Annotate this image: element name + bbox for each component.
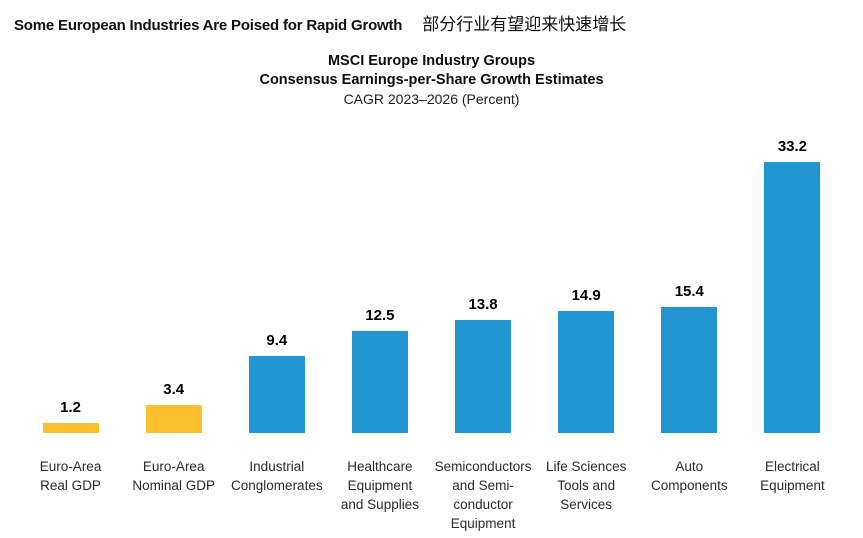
- bar: [351, 331, 408, 433]
- bar-value-label: 15.4: [674, 283, 704, 300]
- bar: [145, 405, 202, 433]
- category-label: Euro-Area Nominal GDP: [122, 457, 225, 533]
- category-label-line: Conglomerates: [231, 478, 323, 493]
- bar: [764, 162, 821, 433]
- category-label: Industrial Conglomerates: [225, 457, 328, 533]
- category-label-line: Nominal GDP: [132, 478, 215, 493]
- bar: [455, 320, 512, 433]
- bar-column: 13.8: [432, 297, 535, 433]
- bar-chart: MSCI Europe Industry Groups Consensus Ea…: [0, 52, 863, 533]
- bar-value-label: 14.9: [571, 287, 601, 304]
- bar-column: 3.4: [122, 382, 225, 433]
- category-label-line: and Supplies: [340, 497, 419, 512]
- category-label-line: Equipment: [760, 478, 825, 493]
- chart-title-line1: MSCI Europe Industry Groups: [327, 53, 536, 69]
- category-label-line: Semiconductors: [434, 459, 532, 474]
- category-label-line: Equipment: [450, 516, 516, 531]
- bar: [248, 356, 305, 433]
- page-title-english: Some European Industries Are Poised for …: [14, 17, 403, 34]
- category-label-line: Healthcare: [347, 459, 413, 474]
- bar-column: 33.2: [741, 139, 844, 433]
- chart-subtitle: CAGR 2023–2026 (Percent): [343, 91, 520, 107]
- bar-value-label: 33.2: [777, 138, 808, 155]
- category-label: Euro-Area Real GDP: [19, 457, 122, 533]
- bar-column: 15.4: [638, 284, 741, 433]
- bar: [558, 311, 615, 433]
- category-label-line: Industrial: [249, 459, 305, 474]
- bar-column: 12.5: [328, 308, 431, 433]
- bar-value-label: 9.4: [266, 332, 288, 349]
- category-label-line: Euro-Area: [39, 459, 102, 474]
- page-title-chinese: 部分行业有望迎来快速增长: [422, 15, 627, 34]
- category-label-line: Electrical: [765, 459, 820, 474]
- bar-value-label: 13.8: [468, 296, 498, 313]
- bar-column: 9.4: [225, 333, 328, 433]
- bar-value-label: 12.5: [365, 307, 395, 324]
- category-label-line: Services: [560, 497, 613, 512]
- category-label-line: conductor: [453, 497, 513, 512]
- category-label: Healthcare Equipment and Supplies: [328, 457, 431, 533]
- category-label: Semiconductors and Semi-conductor Equipmen…: [432, 457, 535, 533]
- bar-value-label: 1.2: [60, 399, 81, 416]
- chart-title-line2: Consensus Earnings-per-Share Growth Esti…: [259, 72, 604, 88]
- category-label-line: Real GDP: [40, 478, 101, 493]
- category-label: Life Sciences Tools and Services: [535, 457, 638, 533]
- category-label-line: Components: [651, 478, 728, 493]
- bar: [661, 307, 718, 433]
- category-label-line: Auto: [675, 459, 704, 474]
- category-label-line: Euro-Area: [142, 459, 205, 474]
- bar-value-label: 3.4: [163, 381, 185, 398]
- page-header: Some European Industries Are Poised for …: [0, 0, 863, 34]
- bars-row: 1.2 3.4 9.4 12.5 13.8 14.9 15.4 33.2: [19, 120, 844, 433]
- bar: [42, 423, 99, 433]
- category-label-line: and Semi-: [452, 478, 514, 493]
- bar-column: 1.2: [19, 400, 122, 433]
- category-label-line: Tools and: [557, 478, 616, 493]
- category-label-line: Equipment: [347, 478, 413, 493]
- category-label: Auto Components: [638, 457, 741, 533]
- category-label: Electrical Equipment: [741, 457, 844, 533]
- category-label-line: Life Sciences: [546, 459, 627, 474]
- category-labels-row: Euro-Area Real GDP Euro-Area Nominal GDP Ind…: [19, 457, 844, 533]
- chart-title-block: MSCI Europe Industry Groups Consensus Ea…: [0, 52, 863, 108]
- bar-column: 14.9: [535, 288, 638, 433]
